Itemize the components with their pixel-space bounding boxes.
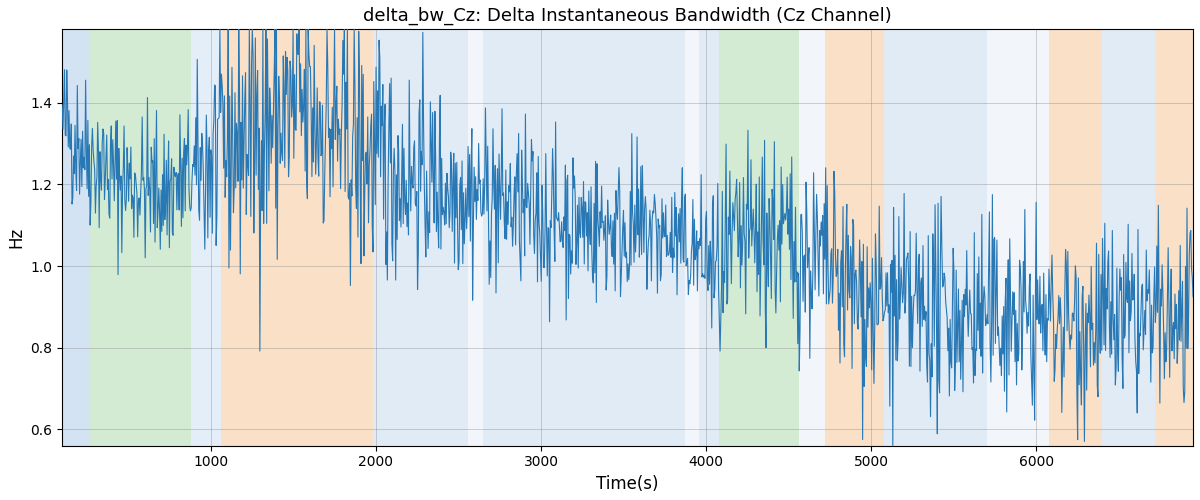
Bar <box>700 30 719 446</box>
Bar <box>1103 30 1156 446</box>
Bar <box>221 30 372 446</box>
Bar <box>62 30 90 446</box>
Bar <box>884 30 986 446</box>
Bar <box>1156 30 1193 446</box>
Y-axis label: Hz: Hz <box>7 227 25 248</box>
Bar <box>1007 30 1050 446</box>
Bar <box>798 30 824 446</box>
Bar <box>484 30 684 446</box>
Bar <box>372 30 468 446</box>
Bar <box>684 30 700 446</box>
Bar <box>90 30 191 446</box>
X-axis label: Time(s): Time(s) <box>596 475 659 493</box>
Bar <box>719 30 798 446</box>
Bar <box>468 30 484 446</box>
Bar <box>824 30 884 446</box>
Bar <box>191 30 221 446</box>
Bar <box>986 30 1007 446</box>
Title: delta_bw_Cz: Delta Instantaneous Bandwidth (Cz Channel): delta_bw_Cz: Delta Instantaneous Bandwid… <box>364 7 892 25</box>
Bar <box>1050 30 1103 446</box>
